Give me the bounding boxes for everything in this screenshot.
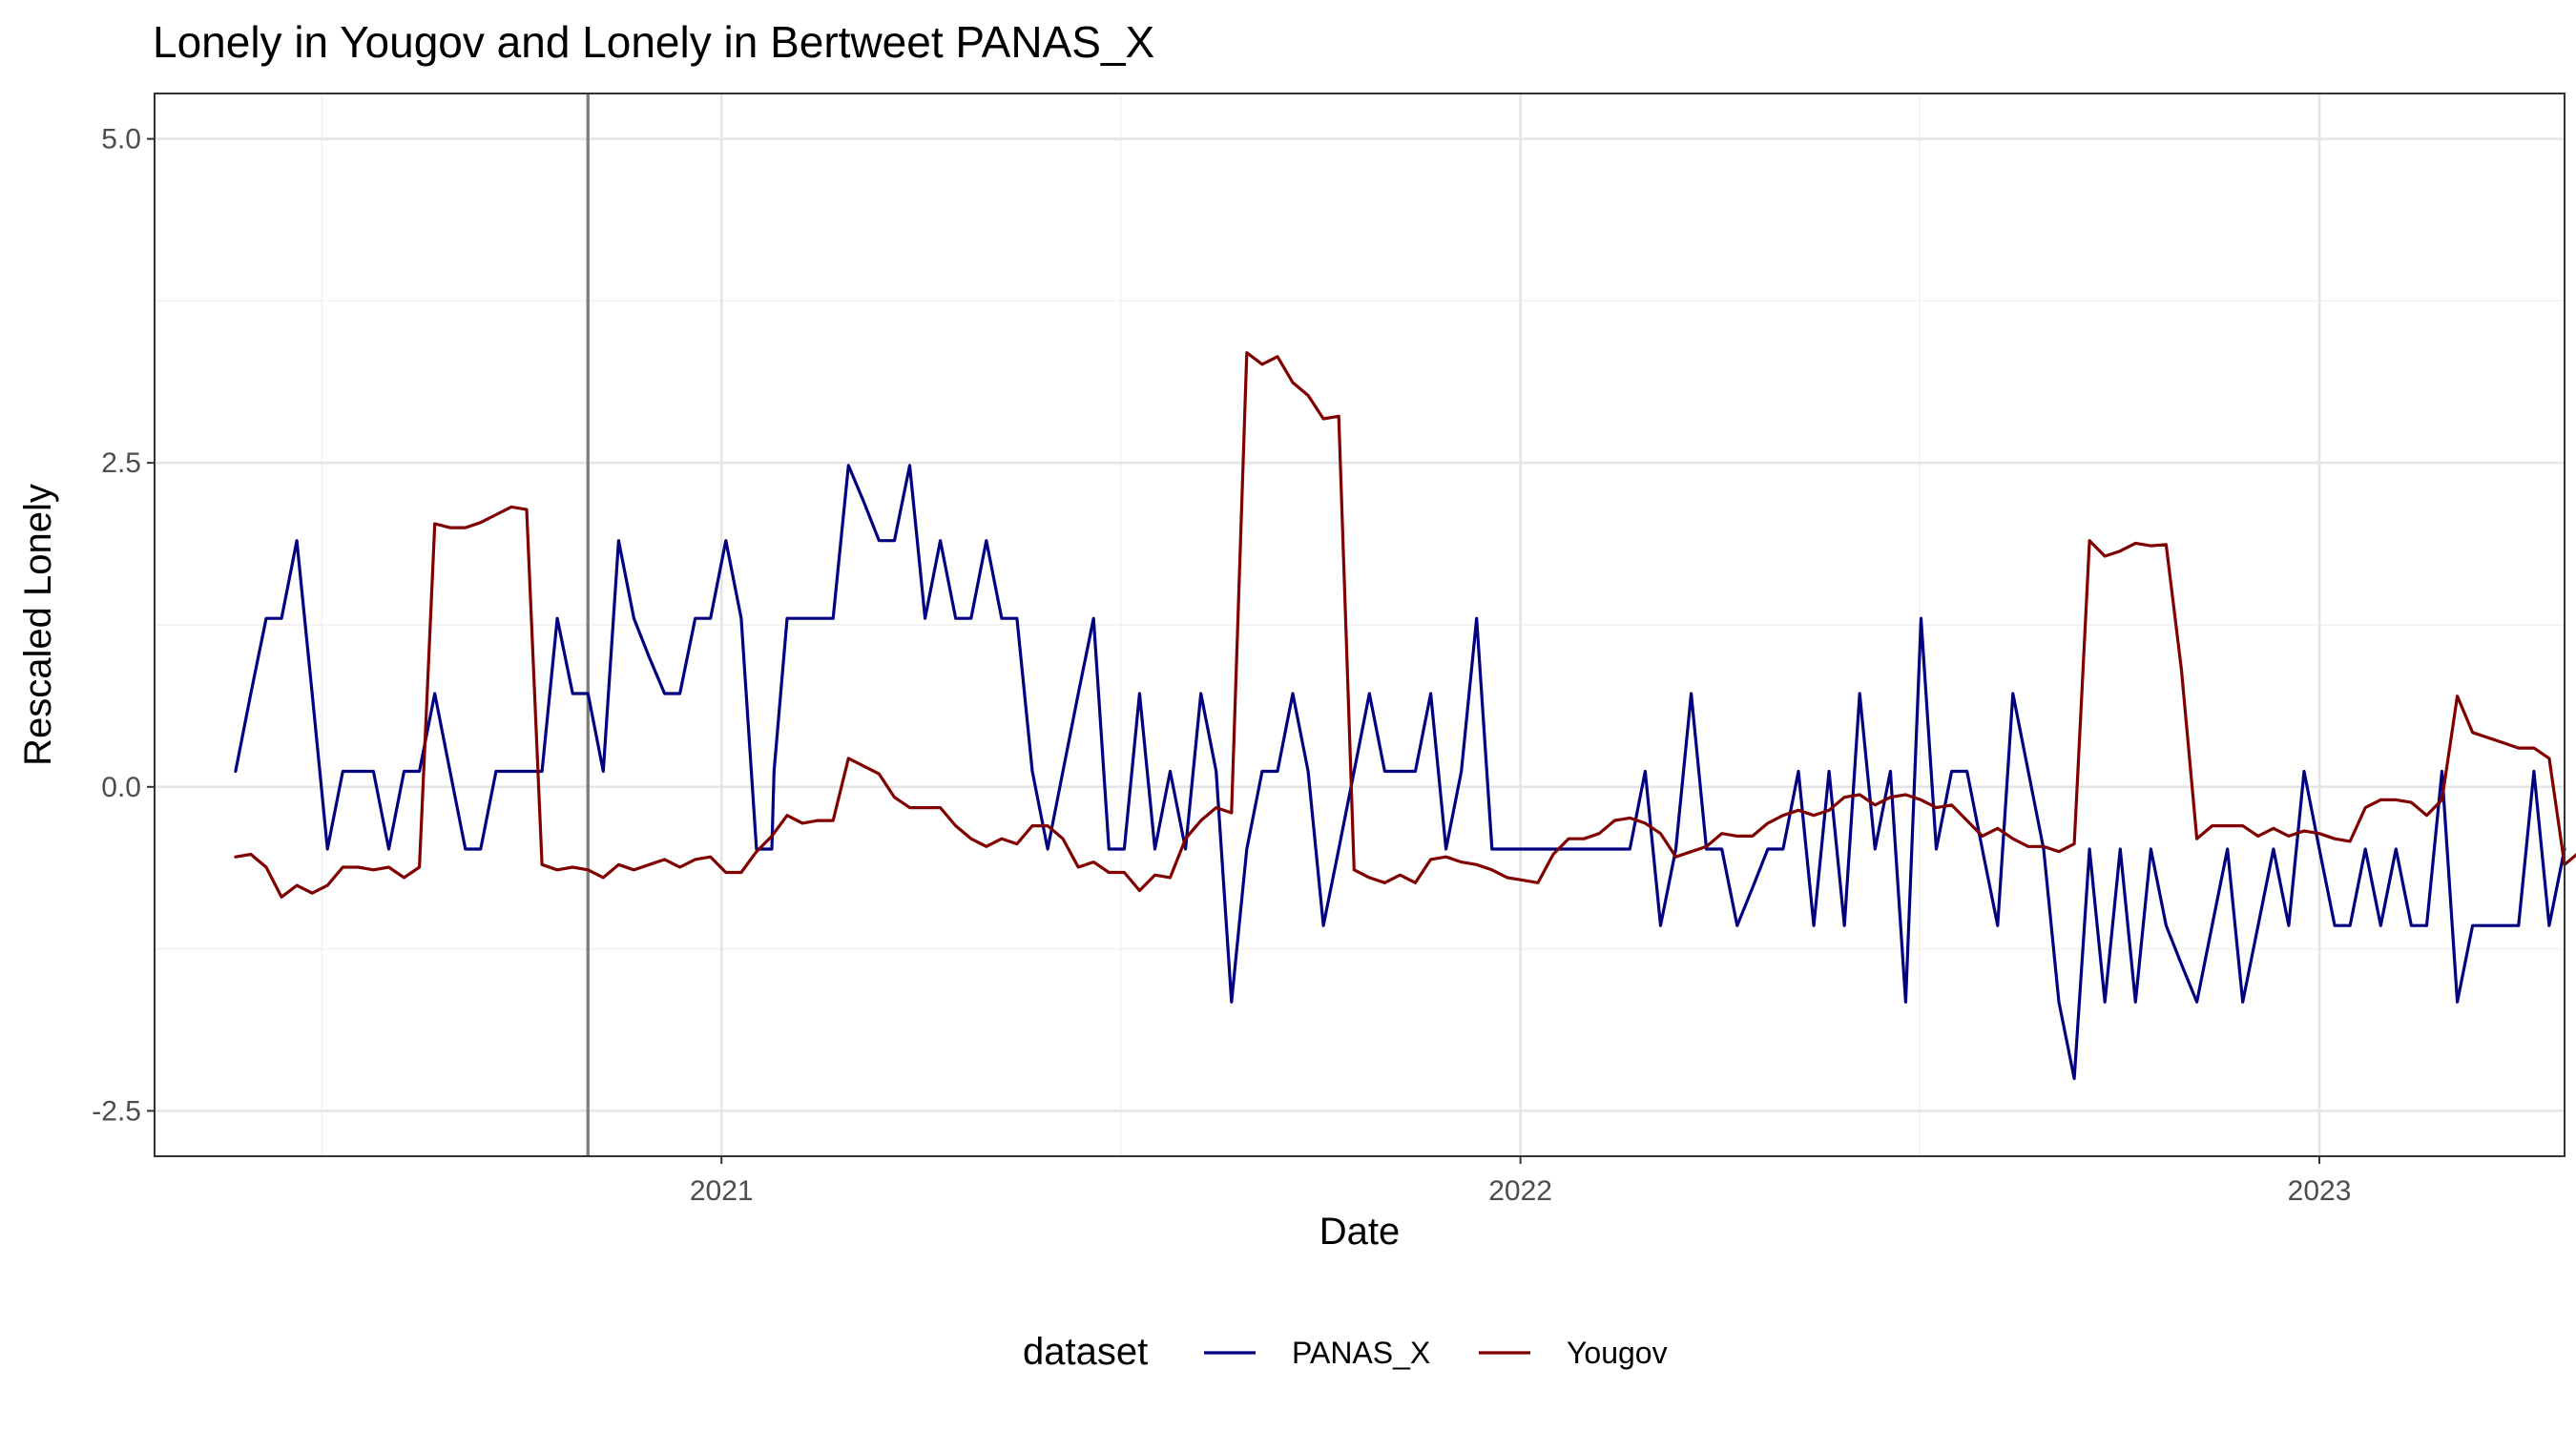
series-line-panas-x (234, 464, 2566, 1081)
y-tick-label: -2.5 (92, 1095, 141, 1127)
x-axis: 2021 2022 2023 (690, 1156, 2352, 1207)
y-axis-title: Rescaled Lonely (17, 484, 59, 766)
legend-label-panas-x: PANAS_X (1292, 1336, 1430, 1370)
plot-panel (154, 93, 2576, 1157)
x-axis-title: Date (1319, 1211, 1401, 1253)
x-tick-label: 2023 (2288, 1175, 2352, 1207)
series-layer (234, 351, 2576, 1081)
chart-title: Lonely in Yougov and Lonely in Bertweet … (153, 17, 1154, 67)
legend-label-yougov: Yougov (1567, 1336, 1668, 1370)
major-gridlines (155, 93, 2565, 1156)
panel-border (154, 93, 2566, 1157)
y-axis: -2.5 0.0 2.5 5.0 (92, 124, 155, 1127)
x-tick-label: 2022 (1488, 1175, 1552, 1207)
y-tick-label: 0.0 (101, 772, 141, 803)
y-tick-label: 5.0 (101, 124, 141, 156)
legend: dataset PANAS_X Yougov (1023, 1331, 1668, 1373)
legend-title: dataset (1023, 1331, 1148, 1373)
y-tick-label: 2.5 (101, 447, 141, 479)
x-tick-label: 2021 (690, 1175, 754, 1207)
series-line-yougov (234, 351, 2576, 899)
